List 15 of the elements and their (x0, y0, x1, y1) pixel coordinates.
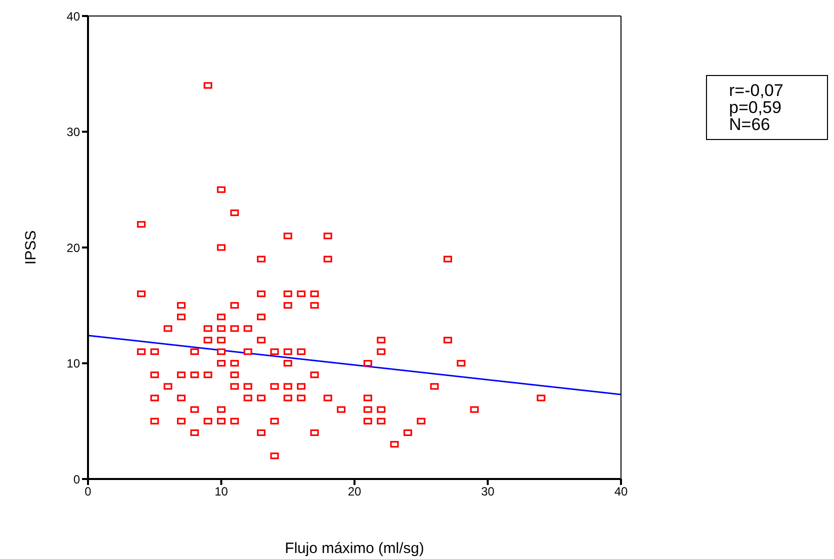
x-tick-label: 0 (84, 484, 92, 499)
text: p=0,59 (729, 98, 782, 117)
text: r=-0,07 (729, 81, 784, 100)
x-tick-label: 40 (614, 484, 628, 499)
x-axis-title: Flujo máximo (ml/sg) (284, 540, 424, 557)
y-axis-title: IPSS (22, 230, 40, 265)
x-tick-label: 30 (481, 484, 495, 499)
x-tick-label: 20 (348, 484, 362, 499)
y-tick-label: 10 (66, 356, 80, 371)
x-tick-label: 10 (214, 484, 228, 499)
text: N=66 (729, 115, 770, 134)
y-tick-label: 30 (66, 125, 80, 140)
y-tick-label: 20 (66, 240, 80, 255)
y-tick-label: 40 (66, 9, 80, 24)
y-tick-label: 0 (73, 472, 80, 486)
